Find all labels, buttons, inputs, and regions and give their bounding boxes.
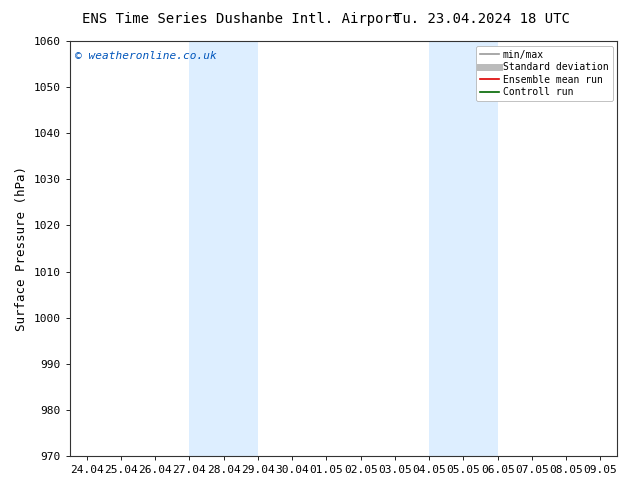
Bar <box>190 41 258 456</box>
Text: © weatheronline.co.uk: © weatheronline.co.uk <box>75 51 217 61</box>
Bar <box>429 41 498 456</box>
Y-axis label: Surface Pressure (hPa): Surface Pressure (hPa) <box>15 166 28 331</box>
Text: ENS Time Series Dushanbe Intl. Airport: ENS Time Series Dushanbe Intl. Airport <box>82 12 400 26</box>
Text: Tu. 23.04.2024 18 UTC: Tu. 23.04.2024 18 UTC <box>394 12 570 26</box>
Legend: min/max, Standard deviation, Ensemble mean run, Controll run: min/max, Standard deviation, Ensemble me… <box>476 46 612 101</box>
